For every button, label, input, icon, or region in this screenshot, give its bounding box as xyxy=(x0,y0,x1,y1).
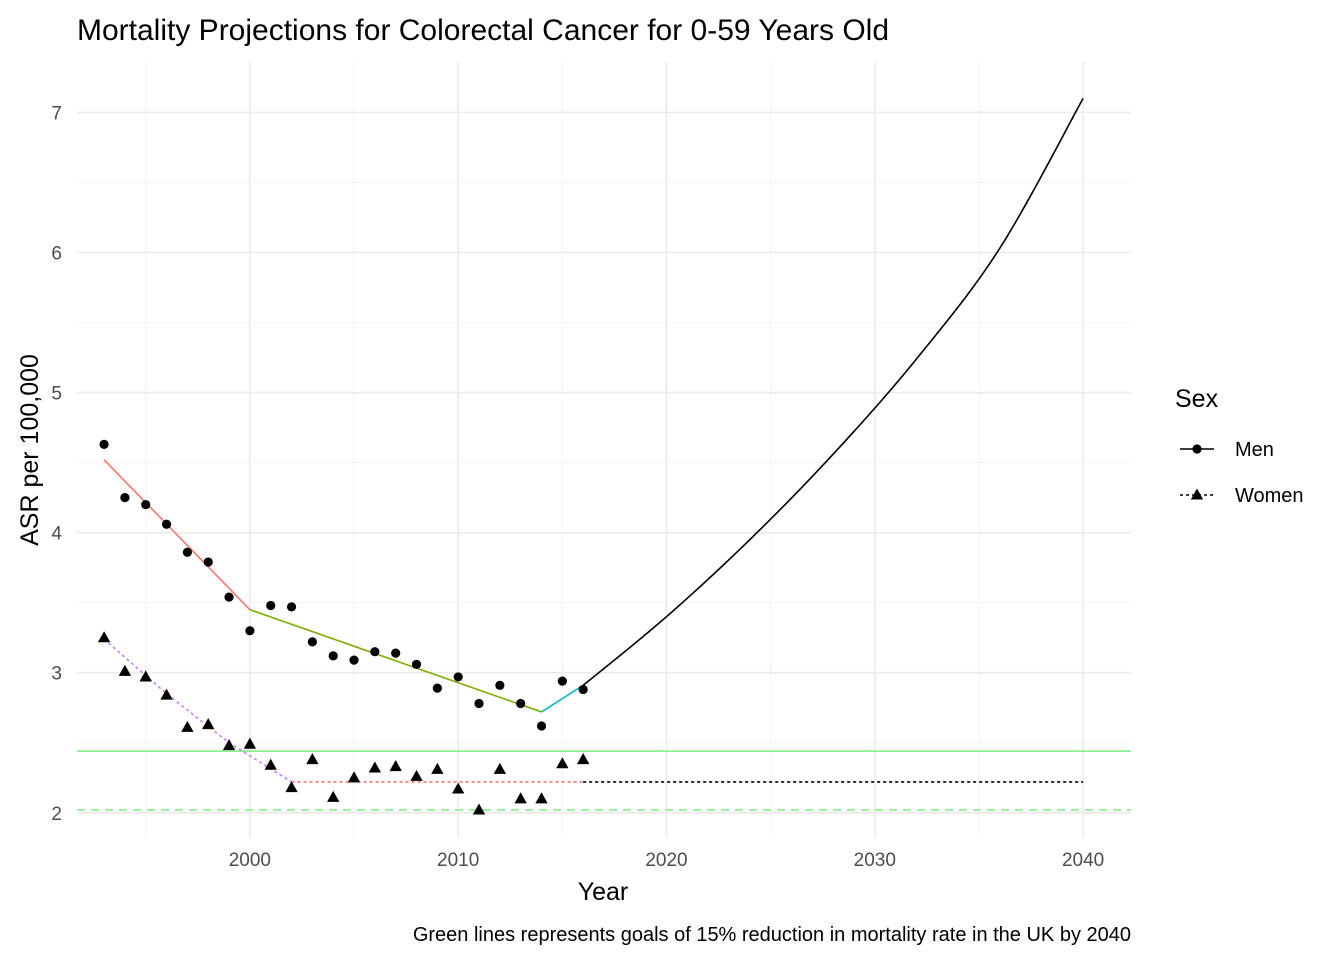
data-point-men xyxy=(286,602,297,612)
data-point-women xyxy=(535,792,548,804)
data-point-women xyxy=(368,761,382,773)
data-point-men xyxy=(536,721,547,731)
data-point-men xyxy=(370,647,380,657)
legend-label-men: Men xyxy=(1235,439,1274,461)
data-point-women xyxy=(264,758,277,770)
data-point-women xyxy=(410,769,423,781)
legend-key-marker-men xyxy=(1192,444,1202,454)
data-point-women xyxy=(97,631,111,643)
y-tick-label: 7 xyxy=(51,103,62,124)
y-tick-label: 6 xyxy=(51,243,62,264)
legend-title: Sex xyxy=(1175,385,1219,413)
data-point-men xyxy=(224,592,234,602)
data-point-men xyxy=(557,676,567,686)
data-point-men xyxy=(432,683,442,693)
x-tick-label: 2010 xyxy=(437,850,479,871)
data-point-men xyxy=(203,557,213,567)
projection-line-men xyxy=(582,98,1084,686)
chart-title: Mortality Projections for Colorectal Can… xyxy=(77,14,889,47)
data-point-men xyxy=(474,698,484,709)
data-point-women xyxy=(514,792,527,804)
fitted-segment-women xyxy=(103,638,292,783)
data-point-women xyxy=(452,782,465,794)
data-point-women xyxy=(327,790,340,802)
data-points xyxy=(97,439,590,815)
data-point-women xyxy=(202,718,215,730)
x-tick-label: 2020 xyxy=(645,850,687,871)
data-point-women xyxy=(556,757,569,769)
y-tick-label: 2 xyxy=(51,804,62,825)
data-point-men xyxy=(349,655,359,665)
data-point-men xyxy=(391,648,401,658)
y-axis-title: ASR per 100,000 xyxy=(16,354,44,546)
y-tick-label: 4 xyxy=(51,524,62,545)
data-point-men xyxy=(99,439,109,449)
fitted-segment-men xyxy=(249,608,542,713)
data-point-women xyxy=(347,771,361,783)
data-point-women xyxy=(576,753,590,765)
data-point-women xyxy=(222,739,236,751)
reference-lines xyxy=(77,750,1131,811)
y-tick-label: 5 xyxy=(51,384,62,405)
x-axis-title: Year xyxy=(578,878,629,906)
data-point-women xyxy=(472,803,486,815)
data-point-men xyxy=(141,500,151,510)
data-point-men xyxy=(516,698,526,709)
data-point-men xyxy=(266,600,276,611)
data-point-women xyxy=(493,762,507,774)
legend: Sex Men Women xyxy=(1175,385,1304,507)
data-point-women xyxy=(181,720,194,732)
data-point-women xyxy=(285,781,298,793)
x-axis-ticks: 2000 2010 2020 2030 2040 xyxy=(229,850,1104,871)
data-point-men xyxy=(120,493,130,503)
fitted-segment-men xyxy=(541,684,584,713)
data-point-women xyxy=(389,760,402,772)
legend-key-marker-women xyxy=(1190,488,1204,500)
data-point-women xyxy=(160,688,173,700)
fitted-segment-men xyxy=(103,459,251,611)
legend-keys xyxy=(1180,444,1214,500)
x-tick-label: 2040 xyxy=(1062,850,1104,871)
data-point-women xyxy=(431,762,444,774)
data-point-men xyxy=(307,637,317,647)
grid xyxy=(77,62,1131,838)
data-point-men xyxy=(182,547,192,557)
x-tick-label: 2030 xyxy=(854,850,896,871)
series-lines xyxy=(103,98,1084,783)
legend-label-women: Women xyxy=(1235,485,1304,507)
data-point-women xyxy=(243,737,257,749)
data-point-women xyxy=(306,753,319,765)
y-tick-label: 3 xyxy=(51,664,62,685)
data-point-men xyxy=(411,659,422,669)
data-point-men xyxy=(245,626,255,636)
data-point-men xyxy=(453,672,463,682)
x-tick-label: 2000 xyxy=(229,850,271,871)
data-point-men xyxy=(328,651,338,661)
data-point-women xyxy=(139,670,152,682)
y-axis-ticks: 2 3 4 5 6 7 xyxy=(51,103,62,824)
chart-caption: Green lines represents goals of 15% redu… xyxy=(413,924,1131,946)
data-point-men xyxy=(161,519,172,529)
data-point-men xyxy=(495,680,505,690)
data-point-women xyxy=(118,664,132,676)
data-point-men xyxy=(578,684,588,695)
